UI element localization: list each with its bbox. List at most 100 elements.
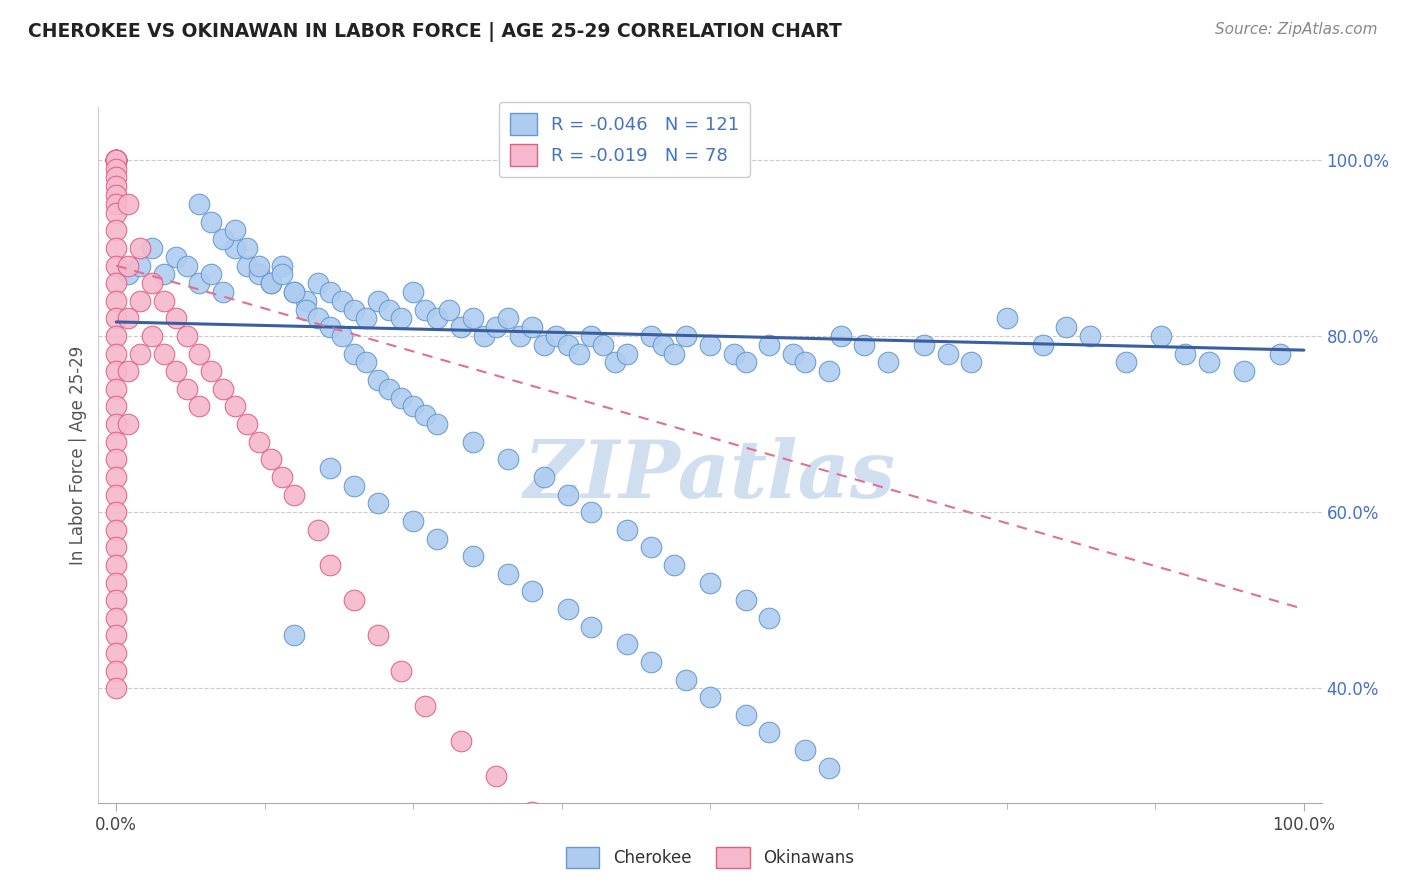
Point — [330, 293, 353, 308]
Point — [461, 434, 484, 449]
Point — [105, 329, 128, 343]
Point — [129, 346, 152, 360]
Point — [912, 338, 935, 352]
Point — [105, 417, 128, 431]
Point — [544, 329, 567, 343]
Point — [592, 875, 614, 889]
Point — [1233, 364, 1256, 378]
Point — [224, 223, 246, 237]
Point — [402, 514, 425, 528]
Point — [520, 584, 543, 599]
Point — [664, 558, 686, 572]
Point — [319, 461, 342, 475]
Point — [675, 673, 697, 687]
Point — [640, 541, 662, 555]
Point — [461, 549, 484, 564]
Point — [105, 364, 128, 378]
Point — [117, 197, 139, 211]
Point — [105, 593, 128, 607]
Point — [188, 197, 211, 211]
Point — [330, 329, 353, 343]
Point — [141, 276, 163, 290]
Point — [830, 329, 852, 343]
Point — [319, 320, 342, 334]
Point — [105, 188, 128, 202]
Point — [152, 268, 174, 282]
Point — [105, 575, 128, 590]
Point — [1174, 346, 1197, 360]
Point — [557, 338, 579, 352]
Point — [474, 329, 496, 343]
Point — [283, 628, 305, 642]
Point — [450, 734, 472, 748]
Point — [141, 241, 163, 255]
Point — [817, 364, 839, 378]
Point — [343, 302, 366, 317]
Point — [1115, 355, 1137, 369]
Point — [295, 293, 318, 308]
Point — [105, 470, 128, 484]
Point — [105, 197, 128, 211]
Point — [200, 214, 222, 228]
Point — [152, 293, 174, 308]
Point — [496, 311, 519, 326]
Point — [271, 470, 294, 484]
Point — [105, 241, 128, 255]
Point — [485, 769, 508, 783]
Point — [105, 664, 128, 678]
Point — [758, 725, 780, 739]
Legend: Cherokee, Okinawans: Cherokee, Okinawans — [560, 841, 860, 874]
Point — [129, 241, 152, 255]
Point — [533, 338, 555, 352]
Point — [758, 611, 780, 625]
Point — [699, 690, 721, 705]
Point — [224, 400, 246, 414]
Point — [782, 346, 804, 360]
Text: ZIPatlas: ZIPatlas — [524, 437, 896, 515]
Point — [105, 646, 128, 660]
Point — [378, 382, 401, 396]
Point — [141, 329, 163, 343]
Point — [105, 205, 128, 219]
Point — [603, 355, 626, 369]
Point — [236, 241, 259, 255]
Point — [129, 293, 152, 308]
Point — [105, 611, 128, 625]
Point — [794, 743, 817, 757]
Point — [389, 664, 412, 678]
Point — [319, 558, 342, 572]
Point — [426, 311, 449, 326]
Point — [165, 311, 187, 326]
Point — [165, 364, 187, 378]
Point — [509, 329, 531, 343]
Point — [212, 285, 235, 299]
Point — [1032, 338, 1054, 352]
Point — [366, 293, 388, 308]
Point — [105, 153, 128, 167]
Point — [343, 479, 366, 493]
Point — [105, 153, 128, 167]
Point — [105, 505, 128, 519]
Point — [212, 232, 235, 246]
Point — [592, 338, 614, 352]
Point — [366, 373, 388, 387]
Point — [640, 655, 662, 669]
Point — [581, 620, 603, 634]
Point — [236, 417, 259, 431]
Point — [1054, 320, 1077, 334]
Point — [105, 346, 128, 360]
Point — [247, 434, 270, 449]
Point — [236, 259, 259, 273]
Point — [105, 153, 128, 167]
Point — [117, 364, 139, 378]
Point — [533, 470, 555, 484]
Point — [343, 593, 366, 607]
Point — [200, 268, 222, 282]
Point — [283, 285, 305, 299]
Point — [259, 276, 281, 290]
Point — [794, 355, 817, 369]
Point — [496, 452, 519, 467]
Point — [450, 320, 472, 334]
Point — [117, 259, 139, 273]
Point — [581, 505, 603, 519]
